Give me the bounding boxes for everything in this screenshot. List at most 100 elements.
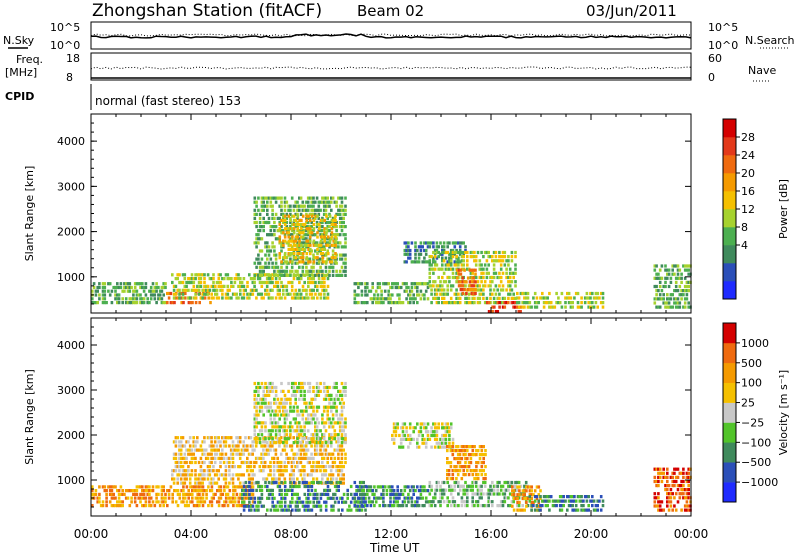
data-cell [261,293,264,296]
data-cell [257,481,260,484]
data-cell [344,453,347,456]
data-cell [341,469,344,472]
data-cell [473,301,476,304]
data-cell [229,489,232,492]
data-cell [657,273,660,276]
data-cell [175,457,178,460]
data-cell [361,509,364,512]
data-cell [364,509,367,512]
data-cell [432,272,435,275]
data-cell [327,285,330,288]
data-cell [420,249,423,252]
data-cell [221,296,224,299]
data-cell [192,436,195,439]
data-cell [439,485,442,488]
data-cell [250,509,253,512]
data-cell [507,297,510,300]
data-cell [486,297,489,300]
data-cell [305,266,308,269]
data-cell [203,453,206,456]
data-cell [479,284,482,287]
data-cell [514,280,517,283]
data-cell [446,251,449,254]
data-cell [582,504,585,507]
data-cell [446,284,449,287]
data-cell [375,500,378,503]
data-cell [450,288,453,291]
data-cell [529,495,532,498]
data-cell [316,477,319,480]
data-cell [314,398,317,401]
data-cell [217,436,220,439]
data-cell [300,277,303,280]
data-cell [205,497,208,500]
data-cell [350,493,353,496]
data-cell [450,263,453,266]
data-cell [254,382,257,385]
data-cell [288,235,291,238]
data-cell [346,493,349,496]
data-cell [285,453,288,456]
data-cell [561,292,564,295]
data-cell [287,413,290,416]
data-cell [335,477,338,480]
data-cell [307,201,310,204]
data-cell [273,473,276,476]
data-cell [421,245,424,248]
data-cell [396,489,399,492]
data-cell [539,509,542,512]
data-cell [434,422,437,425]
data-cell [286,260,289,263]
data-cell [148,500,151,503]
data-cell [380,290,383,293]
data-cell [276,457,279,460]
data-cell [450,485,453,488]
data-cell [536,504,539,507]
data-cell [393,442,396,445]
data-cell [502,272,505,275]
data-cell [536,306,539,309]
data-cell [264,444,267,447]
data-cell [498,301,501,304]
data-cell [318,205,321,208]
data-cell [307,285,310,288]
data-cell [302,285,305,288]
data-cell [118,297,121,300]
data-cell [539,489,542,492]
data-cell [293,386,296,389]
data-cell [662,293,665,296]
data-cell [357,497,360,500]
data-cell [680,273,683,276]
data-cell [335,270,338,273]
data-cell [266,485,269,488]
data-cell [334,244,337,247]
data-cell [344,233,347,236]
data-cell [398,297,401,300]
data-cell [474,273,477,276]
data-cell [219,273,222,276]
data-cell [654,476,657,479]
data-cell [455,288,458,291]
data-cell [562,504,565,507]
data-cell [323,444,326,447]
data-cell [305,402,308,405]
data-cell [344,433,347,436]
data-cell [487,496,490,499]
data-cell [148,493,151,496]
data-cell [339,481,342,484]
data-cell [136,297,139,300]
data-cell [321,413,324,416]
data-cell [411,497,414,500]
data-cell [566,509,569,512]
data-cell [342,429,345,432]
data-cell [311,489,314,492]
data-cell [166,301,169,304]
data-cell [402,493,405,496]
data-cell [659,281,662,284]
data-cell [298,485,301,488]
data-cell [459,461,462,464]
data-cell [264,254,267,257]
data-cell [266,509,269,512]
data-cell [259,217,262,220]
data-cell [400,442,403,445]
